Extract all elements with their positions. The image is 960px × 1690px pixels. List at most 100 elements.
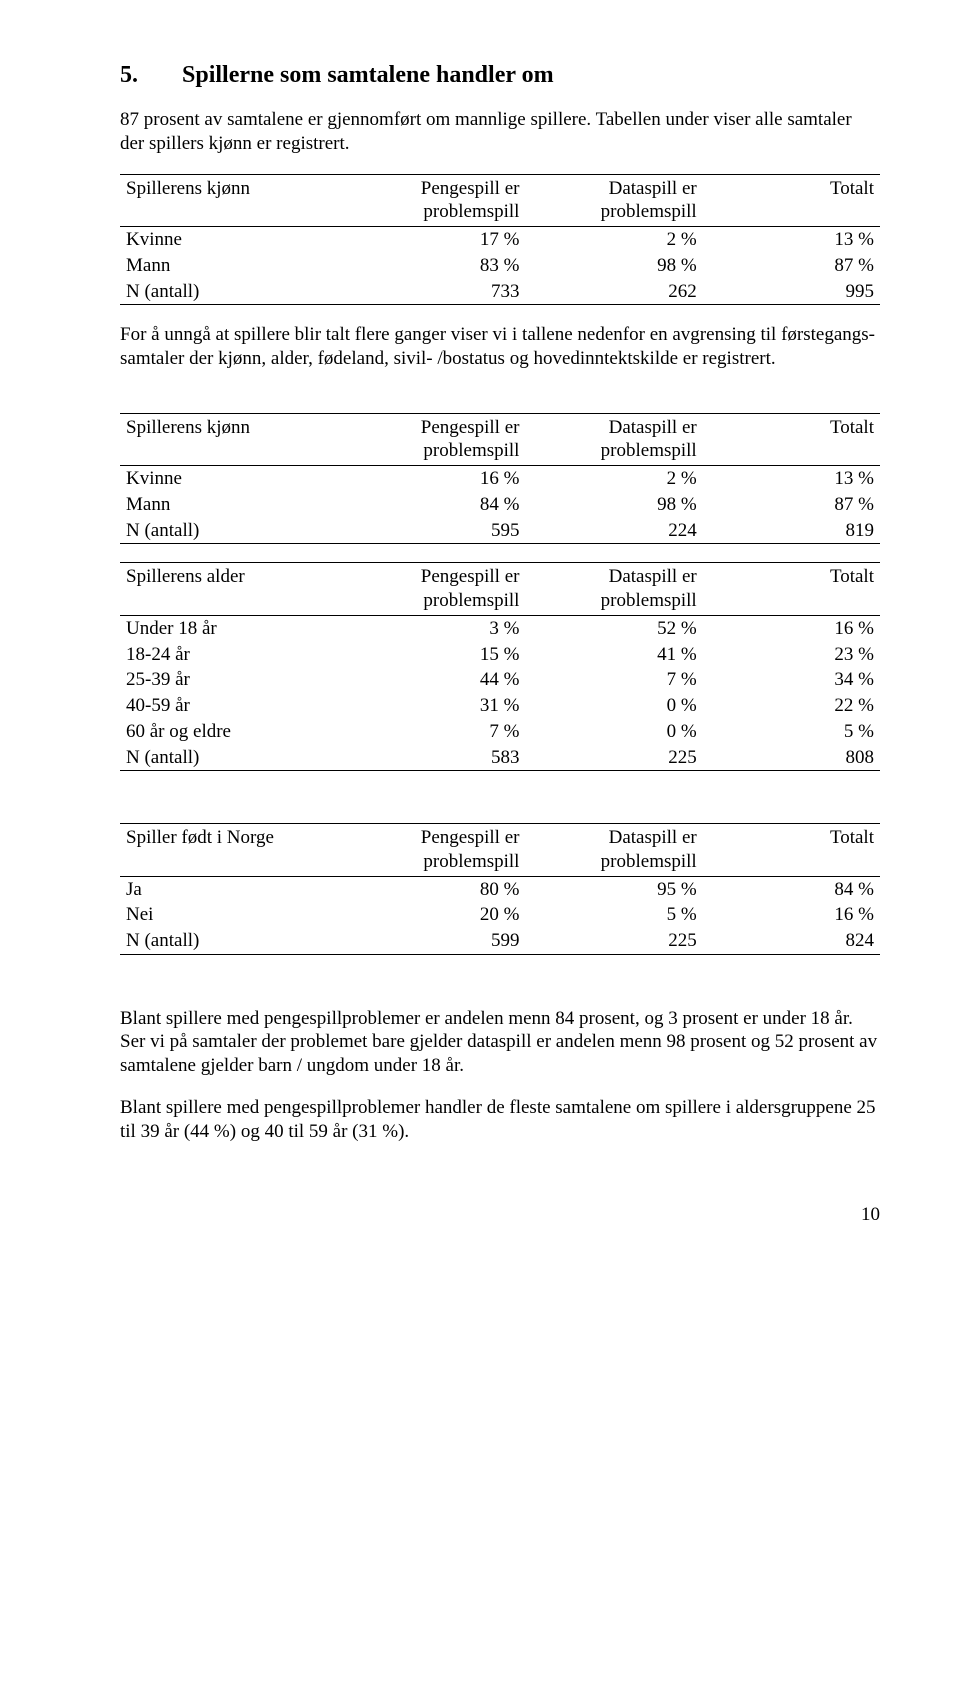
cell: 31 %	[348, 693, 525, 719]
row-label: N (antall)	[120, 928, 348, 954]
table-age: Spillerens alder Pengespill er problemsp…	[120, 562, 880, 771]
page-number: 10	[120, 1203, 880, 1227]
analysis-para-1: Blant spillere med pengespillproblemer e…	[120, 1007, 880, 1078]
table-row: 40-59 år31 %0 %22 %	[120, 693, 880, 719]
section-heading: 5. Spillerne som samtalene handler om	[120, 60, 880, 90]
cell: 225	[525, 928, 702, 954]
row-label: Ja	[120, 876, 348, 902]
cell: 84 %	[703, 876, 880, 902]
cell: 5 %	[525, 902, 702, 928]
cell: 98 %	[525, 253, 702, 279]
row-label: 25-39 år	[120, 667, 348, 693]
section-title: Spillerne som samtalene handler om	[182, 62, 554, 88]
table-row: N (antall)599225824	[120, 928, 880, 954]
cell: 262	[525, 279, 702, 305]
table-row: 18-24 år15 %41 %23 %	[120, 642, 880, 668]
cell: 5 %	[703, 719, 880, 745]
cell: 808	[703, 745, 880, 771]
cell: 3 %	[348, 615, 525, 641]
table-rowhead: Spillerens alder	[120, 563, 348, 616]
table-row: Kvinne17 %2 %13 %	[120, 227, 880, 253]
cell: 819	[703, 518, 880, 544]
cell: 0 %	[525, 693, 702, 719]
table-row: N (antall)583225808	[120, 745, 880, 771]
cell: 15 %	[348, 642, 525, 668]
cell: 0 %	[525, 719, 702, 745]
cell: 87 %	[703, 253, 880, 279]
row-label: Nei	[120, 902, 348, 928]
col-data: Dataspill er problemspill	[525, 413, 702, 466]
table-body: Kvinne16 %2 %13 %Mann84 %98 %87 %N (anta…	[120, 466, 880, 544]
cell: 7 %	[348, 719, 525, 745]
analysis-para-2: Blant spillere med pengespillproblemer h…	[120, 1096, 880, 1144]
cell: 34 %	[703, 667, 880, 693]
col-total: Totalt	[703, 413, 880, 466]
table-row: Ja80 %95 %84 %	[120, 876, 880, 902]
cell: 16 %	[703, 902, 880, 928]
col-penge: Pengespill er problemspill	[348, 413, 525, 466]
cell: 2 %	[525, 227, 702, 253]
table-rowhead: Spillerens kjønn	[120, 174, 348, 227]
table-gender-first: Spillerens kjønn Pengespill er problemsp…	[120, 413, 880, 545]
cell: 13 %	[703, 227, 880, 253]
row-label: N (antall)	[120, 745, 348, 771]
col-total: Totalt	[703, 824, 880, 877]
row-label: Mann	[120, 492, 348, 518]
cell: 20 %	[348, 902, 525, 928]
cell: 599	[348, 928, 525, 954]
cell: 22 %	[703, 693, 880, 719]
row-label: N (antall)	[120, 279, 348, 305]
row-label: Kvinne	[120, 466, 348, 492]
cell: 733	[348, 279, 525, 305]
table-row: Mann84 %98 %87 %	[120, 492, 880, 518]
cell: 41 %	[525, 642, 702, 668]
table-row: Kvinne16 %2 %13 %	[120, 466, 880, 492]
row-label: Under 18 år	[120, 615, 348, 641]
table-body: Ja80 %95 %84 %Nei20 %5 %16 %N (antall)59…	[120, 876, 880, 954]
cell: 98 %	[525, 492, 702, 518]
cell: 995	[703, 279, 880, 305]
cell: 44 %	[348, 667, 525, 693]
cell: 87 %	[703, 492, 880, 518]
col-penge: Pengespill er problemspill	[348, 824, 525, 877]
col-penge: Pengespill er problemspill	[348, 174, 525, 227]
table-row: N (antall)733262995	[120, 279, 880, 305]
cell: 13 %	[703, 466, 880, 492]
table-row: 60 år og eldre7 %0 %5 %	[120, 719, 880, 745]
table-gender-all: Spillerens kjønn Pengespill er problemsp…	[120, 174, 880, 306]
row-label: 60 år og eldre	[120, 719, 348, 745]
col-data: Dataspill er problemspill	[525, 824, 702, 877]
table-rowhead: Spiller født i Norge	[120, 824, 348, 877]
col-data: Dataspill er problemspill	[525, 563, 702, 616]
row-label: N (antall)	[120, 518, 348, 544]
cell: 7 %	[525, 667, 702, 693]
cell: 583	[348, 745, 525, 771]
row-label: 40-59 år	[120, 693, 348, 719]
section-number: 5.	[120, 60, 176, 90]
cell: 83 %	[348, 253, 525, 279]
cell: 16 %	[348, 466, 525, 492]
cell: 52 %	[525, 615, 702, 641]
cell: 23 %	[703, 642, 880, 668]
row-label: Mann	[120, 253, 348, 279]
table-row: Nei20 %5 %16 %	[120, 902, 880, 928]
cell: 95 %	[525, 876, 702, 902]
col-total: Totalt	[703, 563, 880, 616]
cell: 16 %	[703, 615, 880, 641]
table-body: Kvinne17 %2 %13 %Mann83 %98 %87 %N (anta…	[120, 227, 880, 305]
table-row: Mann83 %98 %87 %	[120, 253, 880, 279]
row-label: Kvinne	[120, 227, 348, 253]
table-row: Under 18 år3 %52 %16 %	[120, 615, 880, 641]
table-rowhead: Spillerens kjønn	[120, 413, 348, 466]
table-body: Under 18 år3 %52 %16 %18-24 år15 %41 %23…	[120, 615, 880, 771]
cell: 224	[525, 518, 702, 544]
cell: 80 %	[348, 876, 525, 902]
cell: 824	[703, 928, 880, 954]
table-row: 25-39 år44 %7 %34 %	[120, 667, 880, 693]
intro-paragraph: 87 prosent av samtalene er gjennomført o…	[120, 108, 880, 156]
col-data: Dataspill er problemspill	[525, 174, 702, 227]
cell: 84 %	[348, 492, 525, 518]
col-penge: Pengespill er problemspill	[348, 563, 525, 616]
cell: 595	[348, 518, 525, 544]
cell: 225	[525, 745, 702, 771]
